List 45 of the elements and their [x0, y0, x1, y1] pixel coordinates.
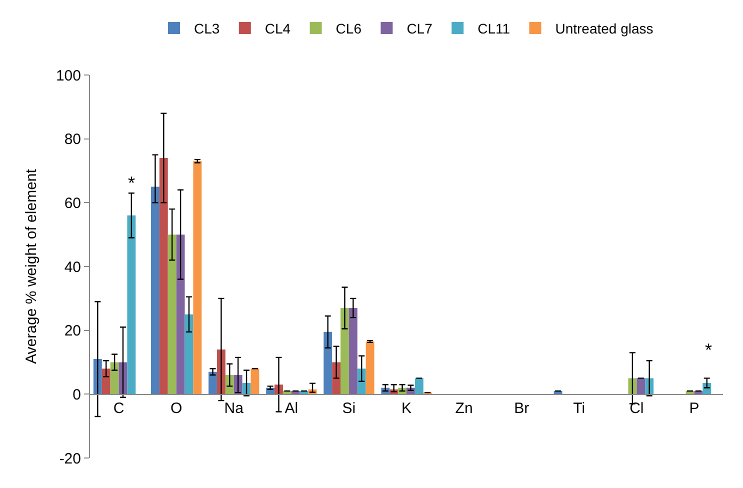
legend-label: CL11: [478, 20, 510, 36]
x-tick-label: Al: [284, 400, 298, 418]
bar: [366, 342, 374, 394]
bar: [348, 308, 358, 394]
x-tick-label: Ti: [573, 400, 586, 418]
x-tick-label: Na: [224, 400, 244, 418]
bar: [102, 368, 110, 394]
legend-label: Untreated glass: [555, 20, 654, 36]
legend-label: CL6: [336, 20, 362, 36]
bar: [250, 368, 260, 394]
legend-label: CL7: [406, 20, 433, 36]
y-tick-label: -20: [59, 450, 81, 468]
y-tick-label: 0: [72, 386, 81, 404]
x-tick-label: P: [689, 400, 700, 418]
y-tick-label: 60: [64, 194, 81, 212]
bar: [324, 332, 332, 394]
legend-label: CL3: [194, 20, 220, 36]
bar: [357, 368, 366, 394]
legend-label: CL4: [264, 20, 291, 36]
bar: [168, 234, 176, 394]
x-tick-label: Zn: [455, 400, 473, 418]
x-tick-label: Br: [514, 400, 530, 418]
x-tick-label: Cl: [630, 400, 644, 418]
bar: [151, 186, 160, 394]
bar: [636, 378, 646, 394]
y-tick-label: 100: [56, 67, 81, 84]
bar: [176, 234, 185, 394]
annotation: *: [705, 340, 712, 360]
x-tick-label: O: [170, 400, 182, 418]
bar: [184, 314, 194, 394]
bar: [193, 161, 202, 394]
bar: [340, 308, 349, 394]
bar: [110, 362, 119, 394]
bar: [127, 215, 136, 394]
annotation: *: [128, 173, 136, 193]
x-tick-label: C: [113, 400, 124, 418]
bar: [208, 372, 217, 394]
y-tick-label: 80: [64, 131, 81, 148]
x-tick-label: Si: [342, 400, 356, 418]
y-axis-title: Average % weight of element: [23, 168, 40, 364]
bar: [414, 378, 424, 394]
bar: [159, 158, 168, 394]
y-tick-label: 40: [64, 258, 81, 276]
y-tick-label: 20: [64, 322, 81, 340]
x-tick-label: K: [401, 400, 412, 418]
